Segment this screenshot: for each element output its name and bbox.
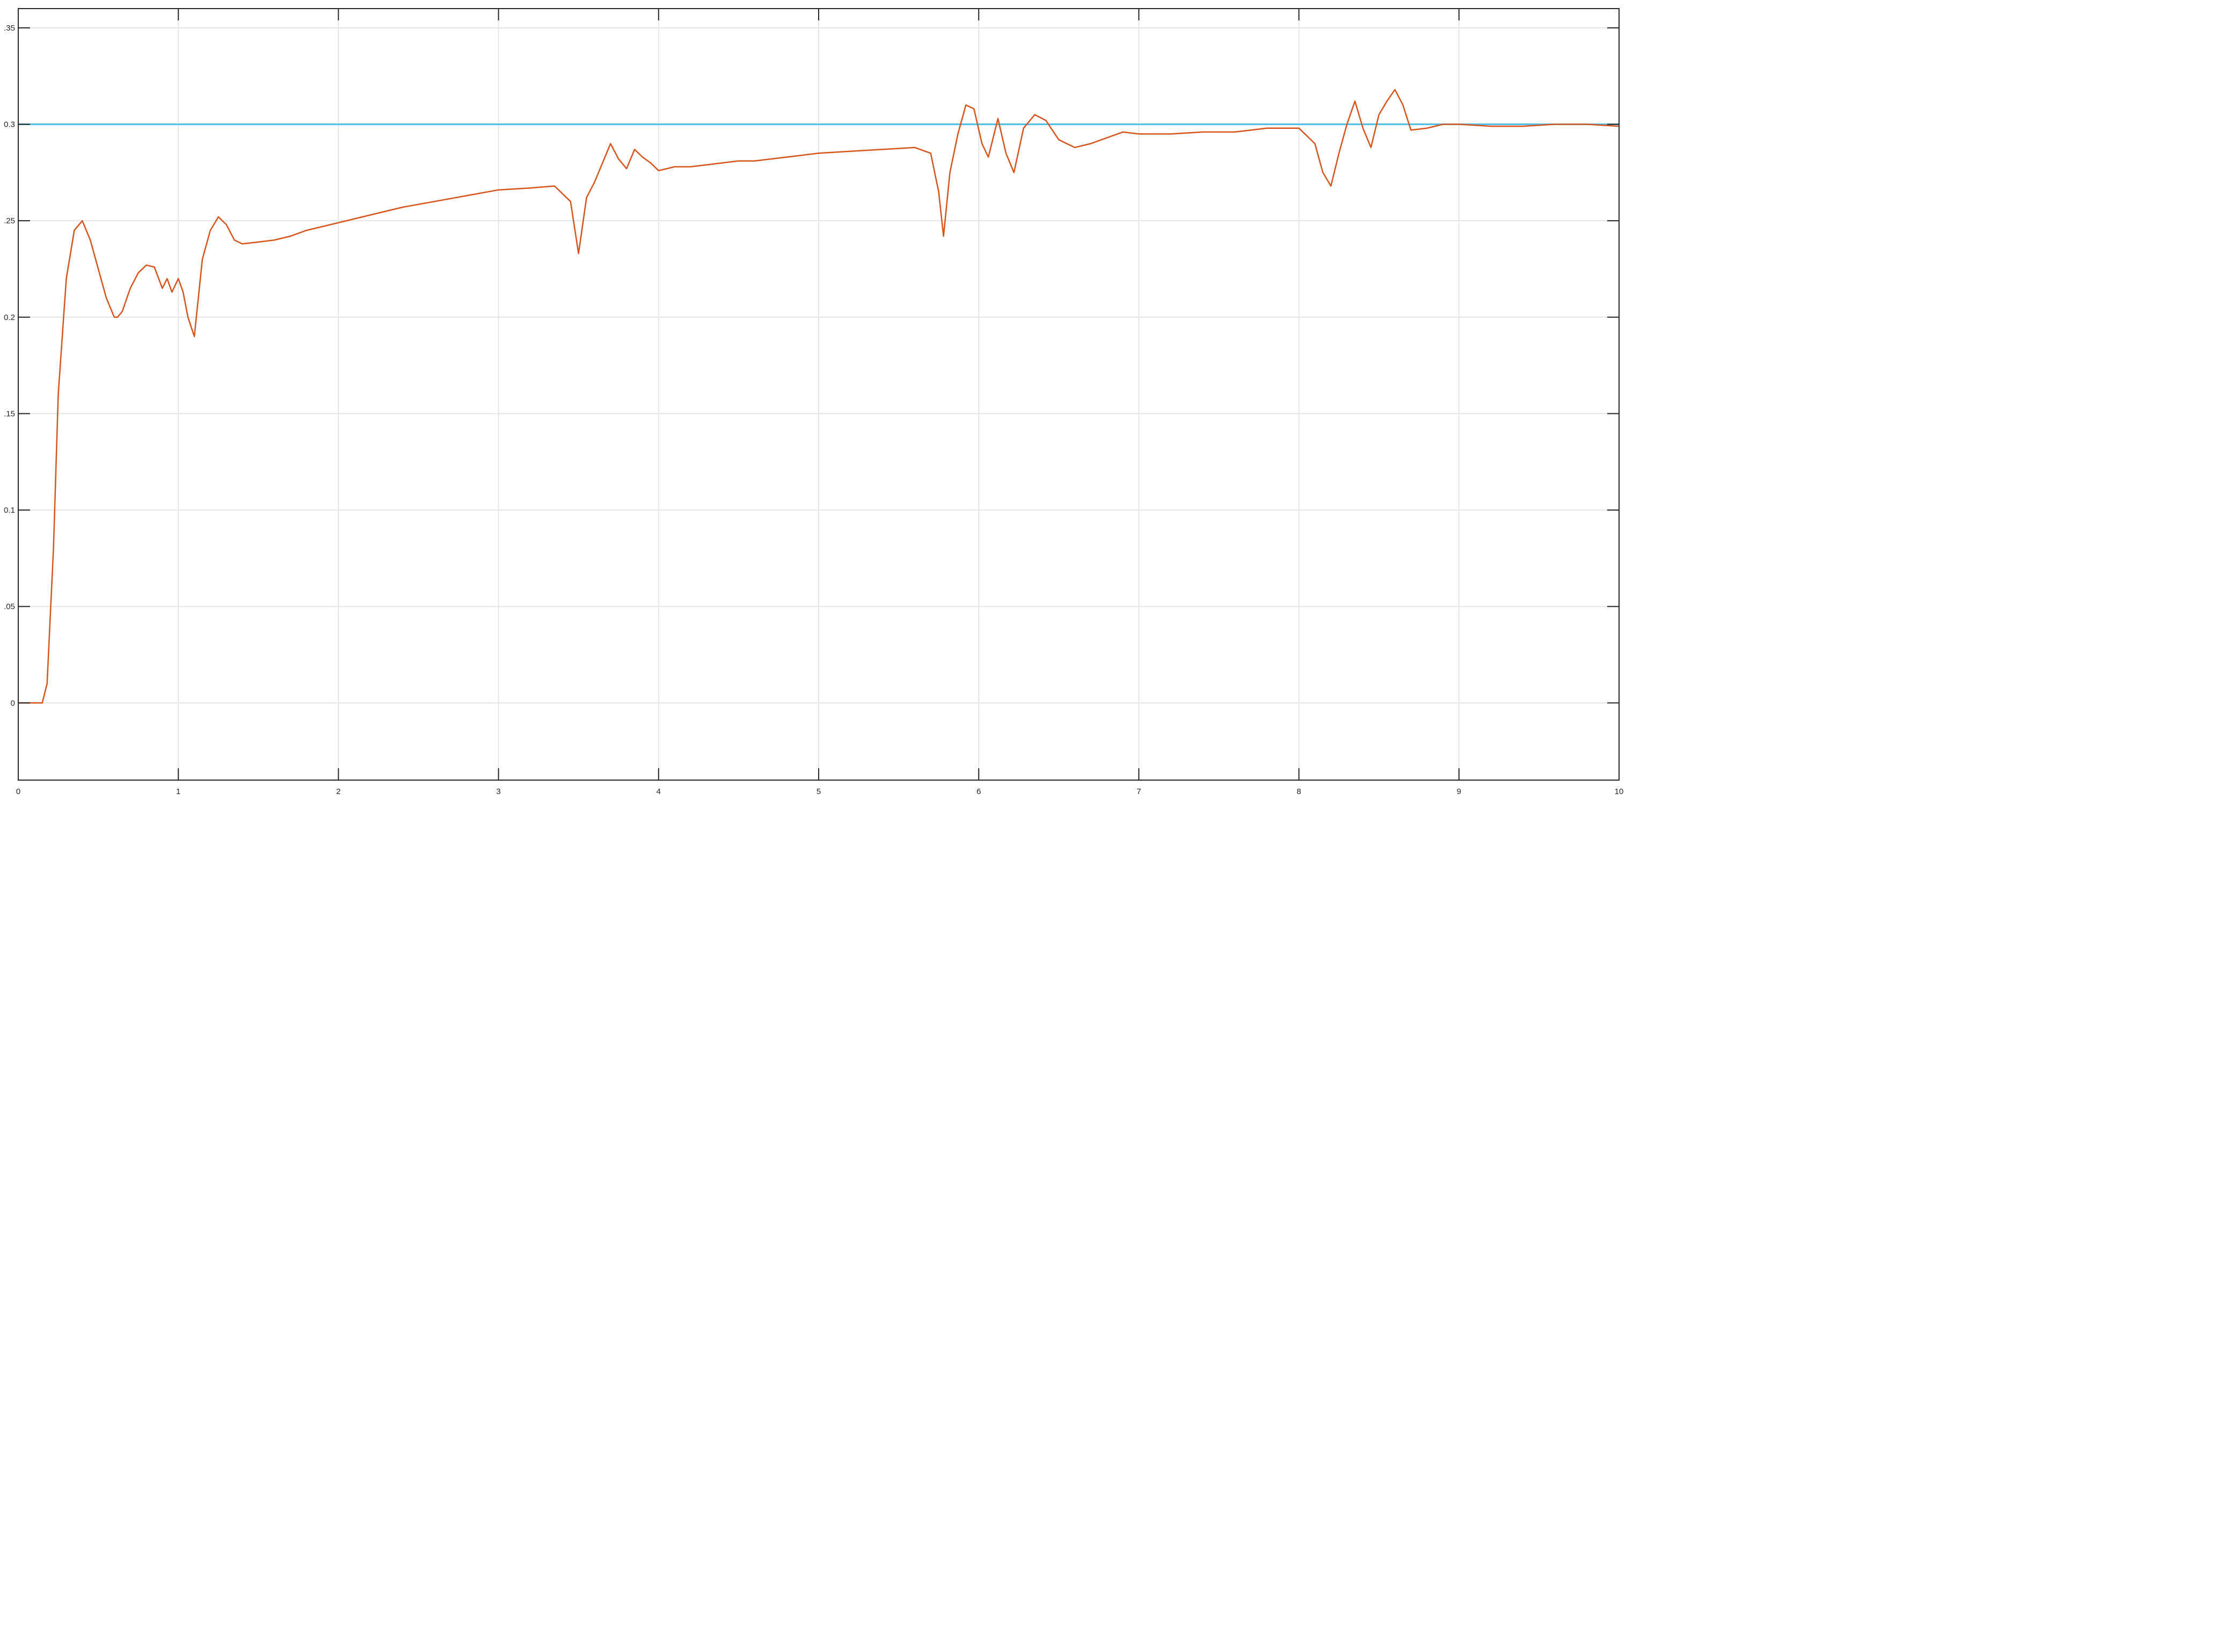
y-tick-label: .25	[4, 216, 15, 225]
ticks	[18, 9, 1620, 780]
x-tick-label: 9	[1457, 787, 1461, 796]
y-tick-label: .35	[4, 24, 15, 33]
y-tick-label: .05	[4, 602, 15, 612]
x-tick-label: 0	[16, 787, 20, 796]
x-tick-label: 2	[336, 787, 340, 796]
x-tick-label: 3	[496, 787, 500, 796]
x-tick-label: 8	[1296, 787, 1301, 796]
series-group	[18, 89, 1620, 704]
x-tick-label: 4	[657, 787, 661, 796]
tick-labels: 0 1 2 3 4 5 6 7 8 9 10 0 .05 0.1 .15 0.2 .25 0.3 .35	[4, 24, 1623, 796]
y-tick-label: 0	[11, 698, 15, 708]
y-tick-label: 0.2	[4, 313, 15, 322]
x-tick-label: 1	[176, 787, 180, 796]
x-tick-label: 5	[817, 787, 821, 796]
y-tick-label: 0.3	[4, 120, 15, 129]
x-tick-label: 10	[1615, 787, 1624, 796]
x-tick-label: 7	[1136, 787, 1141, 796]
x-tick-label: 6	[976, 787, 981, 796]
y-tick-label: .15	[4, 409, 15, 418]
y-tick-label: 0.1	[4, 506, 15, 515]
series-line-2	[18, 89, 1620, 704]
